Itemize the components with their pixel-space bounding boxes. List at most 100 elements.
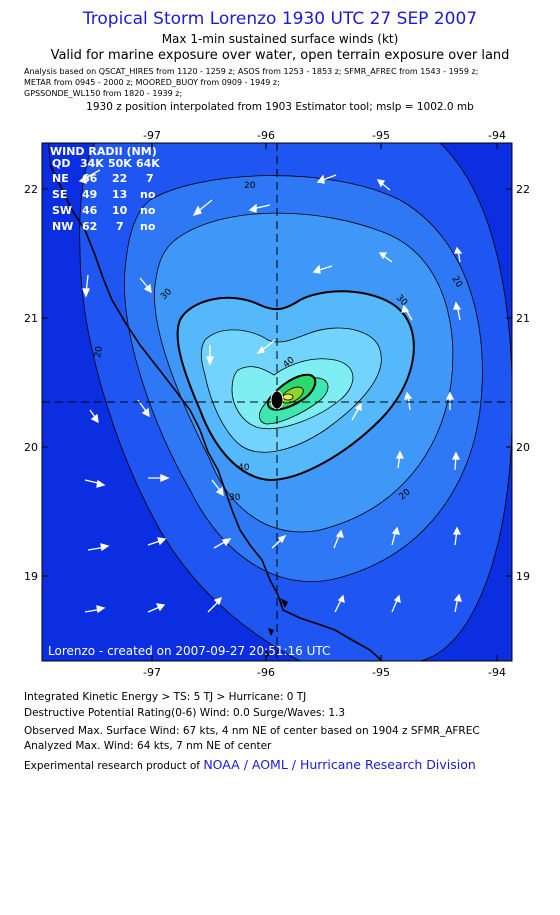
wind-vector-head [391,526,400,535]
wind-vector-head [453,593,462,602]
lon-tick-bottom: -95 [372,666,390,679]
wind-vector-head [96,605,106,614]
analysis-source-line-3: GPSSONDE_WL150 from 1820 - 1939 z; [24,89,183,98]
wind-vector-head [100,543,110,552]
wind-radii-cell: no [140,220,156,233]
lat-tick-left: 22 [24,183,38,196]
wind-radii-cell: no [140,204,156,217]
ike-line: Integrated Kinetic Energy > TS: 5 TJ > H… [24,691,307,703]
wind-vector-head [155,603,166,612]
wind-radii-title: WIND RADII (NM) [50,145,157,158]
hrd-link[interactable]: NOAA / AOML / Hurricane Research Divisio… [203,757,476,772]
wind-radii-header-34k: 34K [80,157,104,170]
wind-vector-head [335,529,344,538]
wind-radii-cell: 10 [112,204,128,217]
lon-tick-top: -95 [372,129,390,142]
axis-ticks [42,143,512,661]
lon-tick-bottom: -97 [143,666,161,679]
wind-vector-head [256,345,265,354]
chart-subtitle: Max 1-min sustained surface winds (kt) [161,32,399,46]
island-markers [265,598,288,658]
chart-title: Tropical Storm Lorenzo 1930 UTC 27 SEP 2… [82,9,478,29]
wind-vector-head [454,246,463,254]
wind-vector-head [393,594,401,604]
wind-radii-cell: 13 [112,188,127,201]
observed-max-wind: Observed Max. Surface Wind: 67 kts, 4 nm… [24,725,480,737]
lon-tick-top: -96 [257,129,275,142]
wind-vector-head [160,474,170,482]
contour-64kt [282,393,294,401]
analysis-source-line-2: METAR from 0945 - 2000 z; MOORED_BUOY fr… [24,78,280,87]
wind-vector-head [337,594,345,604]
wind-radii-cell: 46 [82,204,98,217]
wind-radii-cell: NW [52,220,73,233]
dpr-line: Destructive Potential Rating(0-6) Wind: … [24,707,346,719]
wind-vector-head [453,301,462,310]
wind-radii-cell: NE [52,172,69,185]
wind-vector-head [143,283,152,294]
wind-vector-head [82,288,90,298]
wind-radii-cell: 66 [82,172,98,185]
wind-vector-head [312,264,321,274]
wind-vector-head [277,534,287,544]
contour-label: 40 [238,463,250,473]
wind-vector-head [395,450,405,459]
contour-label: 30 [229,493,241,503]
wind-radii-cell: 49 [82,188,97,201]
lat-tick-right: 19 [516,570,530,583]
contour-label: 20 [244,181,256,191]
wind-radii-cell: SW [52,204,72,217]
wind-vector-head [206,356,214,366]
wind-vectors [78,169,463,614]
lat-tick-left: 21 [24,312,38,325]
wind-vector-head [378,252,388,260]
wind-vector-head [157,537,167,546]
wind-vector-head [192,205,202,217]
wind-radii-cell: no [140,188,156,201]
wind-vector-head [452,526,462,535]
wind-vector-head [78,174,87,184]
lon-tick-bottom: -96 [257,666,275,679]
wind-vector-head [451,451,461,460]
wind-vector-head [213,596,223,606]
lon-tick-bottom: -94 [488,666,506,679]
analysis-source-line-1: Analysis based on QSCAT_HIRES from 1120 … [24,67,479,76]
wind-vector-head [141,407,150,418]
wind-vector-head [354,402,362,411]
position-note: 1930 z position interpolated from 1903 E… [86,101,474,113]
lat-tick-left: 19 [24,570,38,583]
validity-note: Valid for marine exposure over water, op… [50,48,510,63]
map-credit: Lorenzo - created on 2007-09-27 20:51:16… [48,644,330,658]
product-credit: Experimental research product of NOAA / … [24,757,476,772]
lat-tick-right: 22 [516,183,530,196]
wind-vector-head [316,174,325,184]
land-edge [42,143,50,170]
wind-vector-head [248,203,257,213]
lat-tick-right: 21 [516,312,530,325]
lon-tick-top: -97 [143,129,161,142]
wind-vector-head [376,179,386,188]
contour-label: 20 [93,345,105,358]
plot-frame [41,142,513,662]
axis-tick-labels: -97 -96 -95 -94 -97 -96 -95 -94 22 21 20… [24,129,530,679]
wind-radii-cell: 62 [82,220,97,233]
wind-vector-head [90,413,99,424]
product-credit-prefix: Experimental research product of [24,760,200,772]
analyzed-max-wind: Analyzed Max. Wind: 64 kts, 7 nm NE of c… [24,740,272,752]
wind-vector-head [221,538,232,547]
wind-radii-cell: SE [52,188,67,201]
wind-field-map: 20 20 20 20 30 30 30 40 40 WIND RADII (N… [24,129,530,679]
wind-radii-cell: 7 [116,220,124,233]
wind-vector-head [404,391,413,400]
wind-radii-header-qd: QD [52,157,70,170]
lat-tick-left: 20 [24,441,38,454]
wind-vector-head [96,479,106,488]
wind-radii-header-64k: 64K [136,157,160,170]
wind-radii-cell: 7 [146,172,154,185]
lat-tick-right: 20 [516,441,530,454]
lon-tick-top: -94 [488,129,506,142]
wind-vector-head [215,486,224,497]
wind-vector-head [445,391,455,400]
coastline [47,143,383,661]
wind-contours: 20 20 20 20 30 30 30 40 40 WIND RADII (N… [42,143,512,661]
